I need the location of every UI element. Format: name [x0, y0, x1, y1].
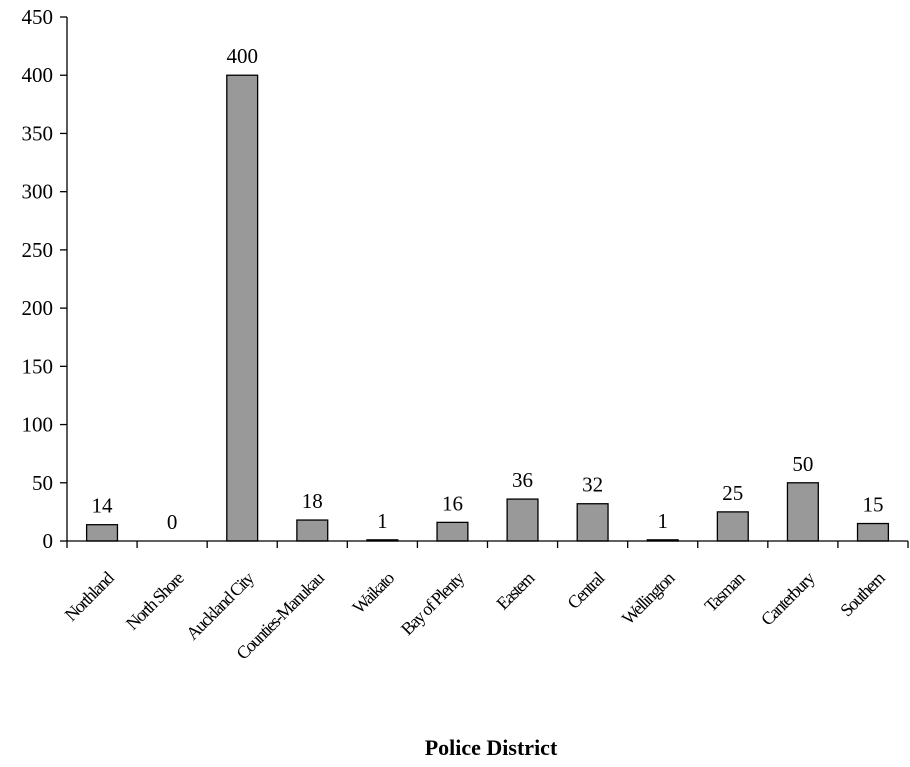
y-axis-ticks: 0 50 100 150 200 250 300 350 400 450	[22, 5, 67, 553]
y-tick-label: 150	[22, 354, 54, 378]
y-tick-label: 200	[22, 296, 54, 320]
bars	[85, 74, 890, 542]
category-label: Canterbury	[757, 568, 819, 630]
data-label: 50	[792, 452, 813, 476]
x-axis-title: Police District	[425, 735, 558, 760]
bar	[226, 74, 259, 542]
y-tick-label: 50	[32, 471, 53, 495]
data-label: 16	[442, 491, 463, 515]
bar	[786, 482, 819, 542]
category-label: North Shore	[122, 568, 188, 634]
category-label: Northland	[61, 568, 118, 625]
data-label: 1	[377, 509, 388, 533]
y-tick-label: 400	[22, 63, 54, 87]
category-label: Southern	[836, 568, 889, 621]
category-label: Central	[563, 568, 608, 613]
data-labels: 14 0 400 18 1 16 36 32 1 25 50 15	[92, 44, 884, 534]
category-label: Auckland City	[182, 568, 258, 644]
x-axis-ticks	[66, 541, 909, 548]
data-label: 32	[582, 473, 603, 497]
bar	[716, 511, 749, 542]
bar	[856, 522, 890, 542]
y-tick-label: 350	[22, 121, 54, 145]
y-tick-label: 300	[22, 180, 54, 204]
bar	[296, 519, 329, 542]
y-tick-label: 250	[22, 238, 54, 262]
bar	[506, 498, 539, 542]
y-tick-label: 100	[22, 413, 54, 437]
bar	[436, 521, 469, 542]
data-label: 0	[167, 510, 178, 534]
category-label: Waikato	[348, 568, 398, 618]
data-label: 400	[226, 44, 258, 68]
data-label: 14	[92, 494, 114, 518]
data-label: 18	[302, 489, 323, 513]
category-label: Wellington	[618, 568, 679, 629]
y-tick-label: 0	[43, 529, 54, 553]
category-label: Tasman	[700, 568, 748, 616]
category-label: Bay of Plenty	[397, 568, 468, 639]
y-tick-label: 450	[22, 5, 54, 29]
bar	[85, 524, 119, 542]
data-label: 25	[722, 481, 743, 505]
bar	[576, 503, 609, 542]
data-label: 1	[657, 509, 668, 533]
data-label: 36	[512, 468, 533, 492]
data-label: 15	[862, 493, 883, 517]
category-label: Eastern	[492, 568, 538, 614]
